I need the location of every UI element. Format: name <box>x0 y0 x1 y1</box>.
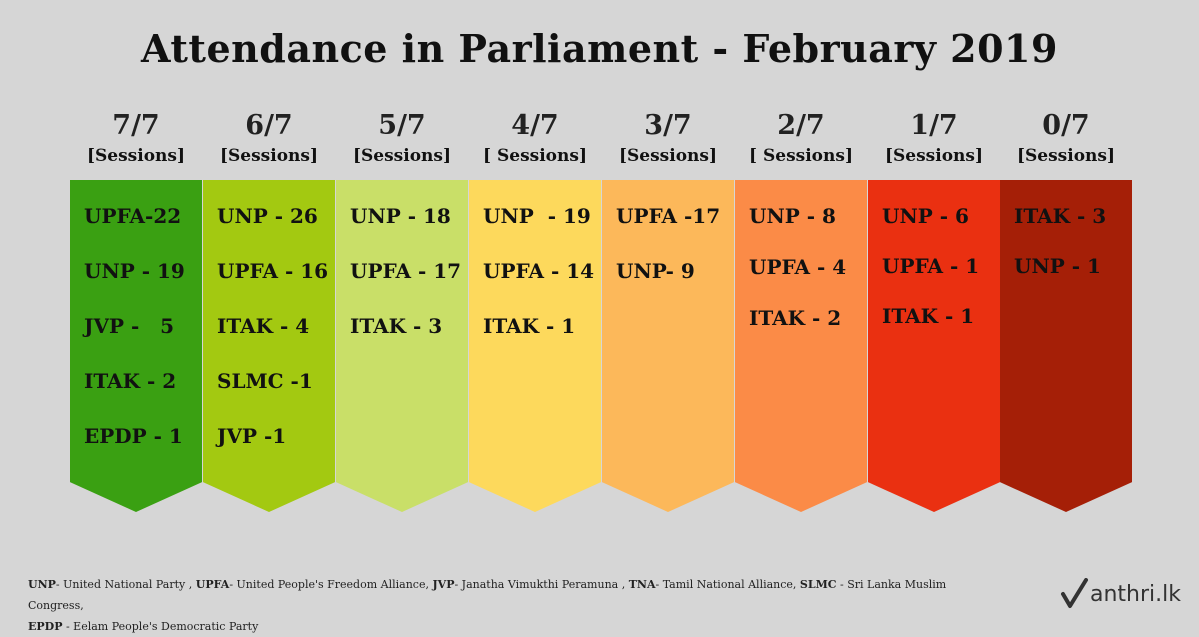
session-fraction: 3/7 <box>644 110 692 141</box>
sessions-label: [Sessions] <box>884 146 984 166</box>
party-count: JVP - 5 <box>84 314 175 338</box>
sessions-label: [Sessions] <box>86 146 186 166</box>
attendance-arrow: ITAK - 3 UNP - 1 <box>1000 180 1132 512</box>
legend-desc: - Sri Lanka Muslim Congress, <box>28 578 947 612</box>
column-header: 2/7 [ Sessions] <box>737 110 865 166</box>
attendance-arrow: UPFA -17 UNP- 9 <box>602 180 734 512</box>
party-count: UPFA - 14 <box>483 259 595 283</box>
column-header: 4/7 [ Sessions] <box>471 110 599 166</box>
legend-desc: - United National Party , <box>55 578 196 591</box>
legend-abbr: UPFA <box>195 578 230 591</box>
session-fraction: 2/7 <box>777 110 825 141</box>
party-count: UPFA - 17 <box>350 259 462 283</box>
party-count: EPDP - 1 <box>84 424 183 448</box>
column-header: 3/7 [Sessions] <box>604 110 732 166</box>
party-count: ITAK - 3 <box>350 314 443 338</box>
sessions-label: [ Sessions] <box>483 146 587 166</box>
party-count: UPFA - 1 <box>882 254 980 278</box>
party-count: UNP - 26 <box>217 204 318 228</box>
attendance-arrow: UNP - 26 UPFA - 16 ITAK - 4 SLMC -1 JVP -1 <box>203 180 335 512</box>
legend-line-2: EPDP - Eelam People's Democratic Party <box>28 616 988 637</box>
party-count: ITAK - 3 <box>1014 204 1107 228</box>
column-header: 1/7 [Sessions] <box>870 110 998 166</box>
sessions-label: [Sessions] <box>219 146 319 166</box>
attendance-arrow: UNP - 19 UPFA - 14 ITAK - 1 <box>469 180 601 512</box>
session-fraction: 0/7 <box>1042 110 1090 141</box>
party-count: UNP - 19 <box>483 204 591 228</box>
session-fraction: 6/7 <box>245 110 293 141</box>
sessions-label: [Sessions] <box>618 146 718 166</box>
column-header: 0/7 [Sessions] <box>1002 110 1130 166</box>
sessions-label: [Sessions] <box>352 146 452 166</box>
party-count: UNP - 19 <box>84 259 185 283</box>
party-count: UPFA -17 <box>616 204 721 228</box>
session-fraction: 5/7 <box>378 110 426 141</box>
logo-text: anthri.lk <box>1090 581 1181 607</box>
legend-abbr: JVP <box>432 578 455 591</box>
party-count: ITAK - 2 <box>84 369 177 393</box>
party-count: UNP - 6 <box>882 204 969 228</box>
party-count: ITAK - 1 <box>483 314 576 338</box>
party-count: ITAK - 2 <box>749 306 842 330</box>
party-count: UPFA - 16 <box>217 259 329 283</box>
attendance-arrow: UPFA-22 UNP - 19 JVP - 5 ITAK - 2 EPDP - 1 <box>70 180 202 512</box>
party-count: ITAK - 1 <box>882 304 975 328</box>
sessions-label: [ Sessions] <box>749 146 853 166</box>
party-count: UPFA-22 <box>84 204 182 228</box>
legend-line-1: UNP- United National Party , UPFA- Unite… <box>28 574 988 616</box>
column-header: 7/7 [Sessions] <box>72 110 200 166</box>
legend-desc: - Eelam People's Democratic Party <box>62 620 259 633</box>
column-header: 5/7 [Sessions] <box>338 110 466 166</box>
legend-desc: - Janatha Vimukthi Peramuna , <box>454 578 629 591</box>
party-count: JVP -1 <box>217 424 287 448</box>
legend-desc: - Tamil National Alliance, <box>655 578 800 591</box>
party-count: UNP- 9 <box>616 259 695 283</box>
party-count: UNP - 8 <box>749 204 836 228</box>
party-count: ITAK - 4 <box>217 314 310 338</box>
column-header: 6/7 [Sessions] <box>205 110 333 166</box>
party-count: UPFA - 4 <box>749 255 847 279</box>
legend-abbr: TNA <box>628 578 656 591</box>
session-fraction: 4/7 <box>511 110 559 141</box>
legend-abbr: SLMC <box>799 578 837 591</box>
attendance-arrow: UNP - 18 UPFA - 17 ITAK - 3 <box>336 180 468 512</box>
legend-abbr: UNP <box>28 578 56 591</box>
party-count: SLMC -1 <box>217 369 313 393</box>
checkmark-m-icon <box>1061 578 1088 608</box>
manthri-logo: anthri.lk <box>1060 578 1190 610</box>
attendance-arrow: UNP - 6 UPFA - 1 ITAK - 1 <box>868 180 1000 512</box>
session-fraction: 7/7 <box>112 110 160 141</box>
legend-abbr: EPDP <box>28 620 63 633</box>
sessions-label: [Sessions] <box>1016 146 1116 166</box>
party-count: UNP - 1 <box>1014 254 1101 278</box>
party-count: UNP - 18 <box>350 204 451 228</box>
page-title: Attendance in Parliament - February 2019 <box>141 26 1058 71</box>
session-fraction: 1/7 <box>910 110 958 141</box>
attendance-arrow: UNP - 8 UPFA - 4 ITAK - 2 <box>735 180 867 512</box>
legend-desc: - United People's Freedom Alliance, <box>229 578 433 591</box>
